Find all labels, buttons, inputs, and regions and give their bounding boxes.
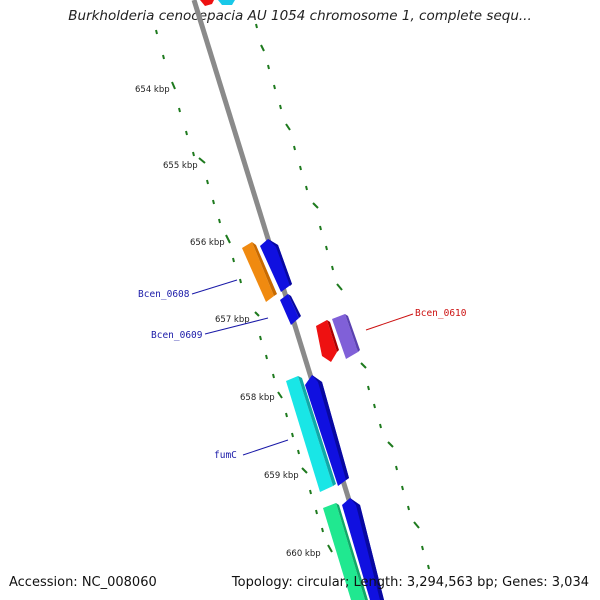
scale-label-654: 654 kbp — [135, 85, 170, 95]
gene-purple-0610[interactable] — [332, 314, 358, 359]
scale-label-660: 660 kbp — [286, 549, 321, 559]
scale-label-658: 658 kbp — [240, 393, 275, 403]
leader-fumc — [242, 439, 289, 456]
gene-blue-660[interactable] — [342, 498, 384, 600]
gene-top-red[interactable] — [200, 0, 214, 6]
scale-label-659: 659 kbp — [264, 471, 299, 481]
gene-green-660[interactable] — [323, 503, 365, 600]
sequence-summary: Topology: circular; Length: 3,294,563 bp… — [231, 575, 589, 590]
label-bcen-0610[interactable]: Bcen_0610 — [415, 308, 467, 319]
scale-track-right — [255, 23, 430, 570]
label-bcen-0608[interactable]: Bcen_0608 — [138, 289, 190, 300]
map-title: Burkholderia cenocepacia AU 1054 chromos… — [68, 8, 532, 24]
gene-blue-656[interactable] — [260, 239, 292, 292]
gene-bcen-0610[interactable] — [316, 320, 337, 362]
scale-label-657: 657 kbp — [215, 315, 250, 325]
leader-bcen-0610 — [365, 313, 414, 331]
label-bcen-0609[interactable]: Bcen_0609 — [151, 330, 203, 341]
gene-top-cyan[interactable] — [218, 0, 235, 5]
gene-bcen-0608[interactable] — [242, 242, 274, 302]
leader-bcen-0609 — [204, 317, 269, 335]
leader-bcen-0608 — [191, 279, 238, 295]
gene-fumc[interactable] — [286, 376, 333, 492]
scale-track-left — [155, 29, 333, 553]
gene-bcen-0609[interactable] — [280, 294, 299, 325]
scale-label-655: 655 kbp — [163, 161, 198, 171]
accession-text: Accession: NC_008060 — [9, 575, 157, 590]
label-fumc[interactable]: fumC — [214, 450, 237, 461]
scale-label-656: 656 kbp — [190, 238, 225, 248]
gene-blue-658[interactable] — [305, 375, 349, 486]
